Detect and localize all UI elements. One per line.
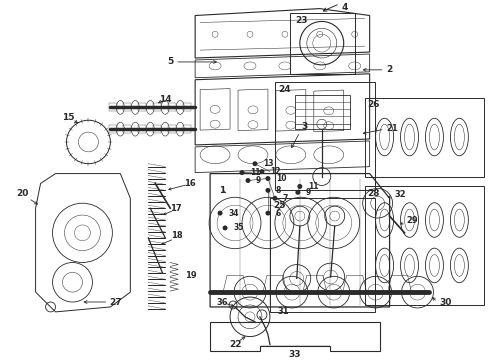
Bar xyxy=(153,103,161,111)
Text: 23: 23 xyxy=(295,15,307,24)
Bar xyxy=(168,103,176,111)
Text: 25: 25 xyxy=(273,201,285,210)
Bar xyxy=(365,98,484,176)
Text: 6: 6 xyxy=(276,208,281,217)
Text: 19: 19 xyxy=(185,271,197,280)
Bar xyxy=(168,125,176,133)
Circle shape xyxy=(222,225,227,230)
Bar xyxy=(183,125,191,133)
Bar xyxy=(290,13,355,74)
Text: 27: 27 xyxy=(109,297,122,306)
Circle shape xyxy=(266,176,270,181)
Text: 29: 29 xyxy=(407,216,418,225)
Circle shape xyxy=(266,211,270,216)
Circle shape xyxy=(266,188,270,193)
Circle shape xyxy=(272,196,277,201)
Text: 5: 5 xyxy=(167,58,173,67)
Circle shape xyxy=(245,178,250,183)
Circle shape xyxy=(297,184,302,189)
Text: 20: 20 xyxy=(17,189,29,198)
Text: 10: 10 xyxy=(276,174,287,183)
Text: 30: 30 xyxy=(440,297,452,306)
Text: 18: 18 xyxy=(172,231,183,240)
Bar xyxy=(270,198,375,312)
Text: 2: 2 xyxy=(387,66,393,75)
Text: 34: 34 xyxy=(228,208,239,217)
Text: 1: 1 xyxy=(219,186,225,195)
Bar xyxy=(138,125,147,133)
Text: 32: 32 xyxy=(394,190,406,199)
Text: 4: 4 xyxy=(342,3,348,12)
Text: 14: 14 xyxy=(159,95,171,104)
Circle shape xyxy=(295,190,300,195)
Text: 9: 9 xyxy=(306,188,311,197)
Text: 15: 15 xyxy=(62,113,75,122)
Circle shape xyxy=(260,169,265,174)
Text: 33: 33 xyxy=(289,350,301,359)
Text: 13: 13 xyxy=(263,159,273,168)
Bar xyxy=(109,103,118,111)
Text: 17: 17 xyxy=(171,204,182,213)
Circle shape xyxy=(252,161,257,166)
Text: 24: 24 xyxy=(278,85,291,94)
Bar xyxy=(275,82,375,190)
Bar xyxy=(183,103,191,111)
Text: 11: 11 xyxy=(308,182,319,191)
Text: 28: 28 xyxy=(368,189,380,198)
Circle shape xyxy=(218,211,222,216)
Circle shape xyxy=(240,170,245,175)
Text: 12: 12 xyxy=(270,167,280,176)
Bar xyxy=(365,186,484,305)
Bar xyxy=(123,125,131,133)
Text: 36: 36 xyxy=(216,297,228,306)
Text: 8: 8 xyxy=(276,186,281,195)
Text: 35: 35 xyxy=(233,224,244,233)
Text: 31: 31 xyxy=(278,307,290,316)
Bar xyxy=(123,103,131,111)
Bar xyxy=(153,125,161,133)
Text: 7: 7 xyxy=(283,194,288,203)
Text: 16: 16 xyxy=(184,179,196,188)
Text: 22: 22 xyxy=(229,340,241,349)
Text: 26: 26 xyxy=(368,100,380,109)
Bar xyxy=(109,125,118,133)
Text: 11: 11 xyxy=(250,168,261,177)
Text: 21: 21 xyxy=(387,123,398,132)
Bar xyxy=(138,103,147,111)
Text: 9: 9 xyxy=(256,176,261,185)
Text: 3: 3 xyxy=(302,122,308,131)
